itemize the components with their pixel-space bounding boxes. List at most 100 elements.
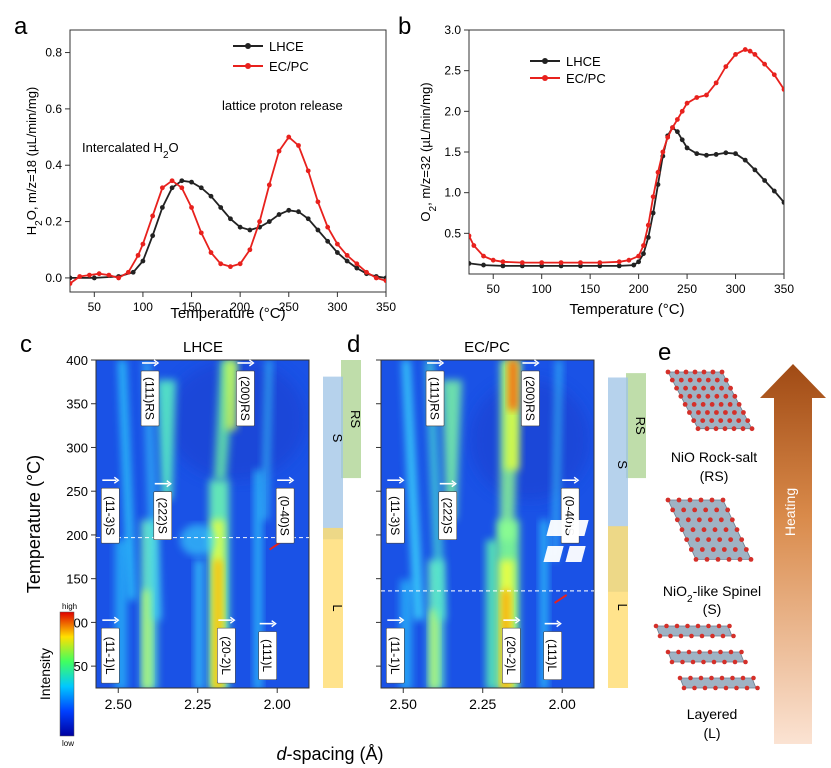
panel-label-e: e — [658, 339, 671, 366]
chart-b-point — [578, 260, 583, 266]
panel-label-b: b — [398, 13, 411, 40]
chart-a-point — [344, 252, 350, 258]
chart-b-point — [469, 261, 472, 266]
heatmap-d-phase-label-text: (11-1)L — [388, 637, 402, 675]
heatmap-c-ytick-label: 400 — [66, 353, 88, 368]
chart-b-point — [636, 259, 642, 265]
chart-b-point — [655, 169, 661, 175]
colorbar: high low Intensity — [37, 602, 77, 748]
chart-b-point — [641, 243, 646, 248]
chart-b-point — [631, 262, 637, 268]
chart-a-xtick-label: 150 — [182, 300, 202, 314]
heatmap-d-phase-label: (200)RS — [521, 370, 540, 427]
lattice-spinel-icon — [543, 497, 754, 562]
chart-a-point — [305, 168, 311, 174]
heatmap-c-phase-bar-s — [323, 376, 343, 540]
heatmap-c-phase-label: (222)S — [153, 491, 173, 540]
lattice-layered-icon — [653, 623, 760, 691]
chart-a-frame — [69, 29, 387, 293]
chart-b-xtick-label: 200 — [629, 282, 649, 296]
chart-a-point — [305, 216, 311, 222]
chart-b: 50 100 150 200 250 300 350 0.5 1.0 1.5 2.0 2.5 3.0 T… — [418, 23, 794, 318]
colorbar-label: Intensity — [37, 648, 53, 700]
heatmap-c-phase-label-text: (0-40)S — [278, 496, 292, 536]
chart-a-point — [70, 275, 73, 281]
chart-a-point — [159, 185, 165, 191]
chart-a-point — [296, 209, 301, 215]
heatmap-c-frame — [95, 359, 310, 689]
heatmap-c-phase-label-text: (200)RS — [238, 376, 252, 421]
heatmap-d-phase-label: (20-2)L — [502, 627, 521, 684]
chart-a-annotation-lattice: lattice proton release — [222, 98, 343, 113]
heatmap-c-phase-label-text: (11-3)S — [103, 496, 117, 535]
heatmap-c-ytick-label: 200 — [66, 528, 88, 543]
heatmap-d: EC/PC (111)RS (200)RS(11-3)S (222)S (0-40)S… — [376, 339, 648, 712]
heatmap-d-frame — [380, 359, 595, 689]
heatmap-c-ytick-label: 250 — [66, 484, 88, 499]
heatmap-d-phase-bar-rs — [626, 373, 646, 479]
chart-b-point — [762, 61, 768, 67]
chart-a-point — [198, 185, 204, 191]
heatmap-c: LHCE (111)RS (200)RS (11-3)S (222)S (0-40)S (… — [66, 339, 363, 712]
chart-a-point — [159, 205, 165, 210]
chart-a-point — [334, 241, 340, 247]
chart-a-xtick-label: 300 — [327, 300, 347, 314]
heating-label: Heating — [782, 488, 798, 536]
chart-b-ylabel: O2, m/z=32 (µL/min/mg) — [418, 82, 439, 221]
chart-b-point — [781, 86, 784, 92]
chart-b-point — [519, 260, 525, 266]
schematic-l-name: Layered — [687, 706, 738, 722]
schematic-rs-name: NiO Rock-salt — [671, 449, 757, 465]
chart-b-legend-lhce: LHCE — [566, 54, 601, 69]
chart-a-point — [87, 272, 92, 278]
chart-b-point — [747, 48, 753, 54]
heatmap-c-phase-label-text: (20-2)L — [219, 636, 233, 675]
chart-b-point — [733, 52, 738, 57]
heatmap-c-phase-label-text: (111)RS — [143, 377, 157, 420]
chart-a-xtick-label: 50 — [88, 300, 102, 314]
chart-a-point — [315, 199, 321, 205]
chart-a-point — [266, 219, 272, 224]
chart-a-point — [218, 205, 224, 210]
heatmap-c-phase-label-text: (222)S — [155, 498, 169, 534]
chart-a-series-lhce — [70, 179, 386, 279]
chart-b-point — [500, 259, 506, 265]
chart-a: 50 100 150 200 250 300 350 0.0 0.2 0.4 0.6 0.8 Temp… — [24, 29, 396, 322]
chart-a-point — [296, 143, 301, 148]
colorbar-low: low — [62, 739, 74, 748]
chart-a-point — [150, 213, 156, 219]
chart-a-point — [286, 134, 292, 140]
chart-b-point — [670, 125, 675, 130]
heatmap-c-ytick-label: 350 — [66, 397, 88, 412]
heatmap-d-phase-label-text: (111)L — [545, 639, 559, 672]
schematic-s-name: NiO2-like Spinel — [663, 583, 761, 605]
chart-b-point — [679, 137, 685, 143]
lattice-rocksalt-icon — [665, 369, 755, 432]
chart-b-point — [469, 233, 472, 239]
chart-b-ytick-label: 3.0 — [444, 23, 461, 37]
chart-b-point — [616, 263, 622, 269]
heatmap-d-red-marker — [554, 594, 568, 604]
heatmap-d-phase-label: (111)L — [543, 631, 562, 680]
heatmap-c-xtick-label: 2.50 — [105, 696, 132, 712]
chart-b-point — [752, 167, 758, 173]
chart-b-xtick-label: 250 — [677, 282, 697, 296]
colorbar-high: high — [62, 602, 77, 611]
chart-a-ytick-label: 0.2 — [45, 215, 62, 229]
chart-a-point — [125, 269, 131, 275]
chart-b-point — [771, 188, 777, 194]
heatmap-d-xtick-label: 2.00 — [549, 696, 576, 712]
chart-a-point — [169, 185, 175, 191]
heatmap-c-ytick-label: 50 — [74, 659, 88, 674]
schematic-s-abbr: (S) — [703, 601, 722, 617]
heatmap-d-phase-label-text: (222)S — [440, 498, 454, 534]
chart-a-legend: LHCE EC/PC — [233, 39, 309, 74]
chart-a-point — [257, 219, 262, 224]
chart-b-point — [694, 151, 700, 157]
chart-b-point — [616, 259, 622, 265]
chart-a-point — [354, 265, 360, 271]
heatmap-d-phase-bar-label: S — [615, 460, 630, 469]
chart-b-point — [645, 222, 651, 228]
chart-a-point — [106, 272, 112, 278]
